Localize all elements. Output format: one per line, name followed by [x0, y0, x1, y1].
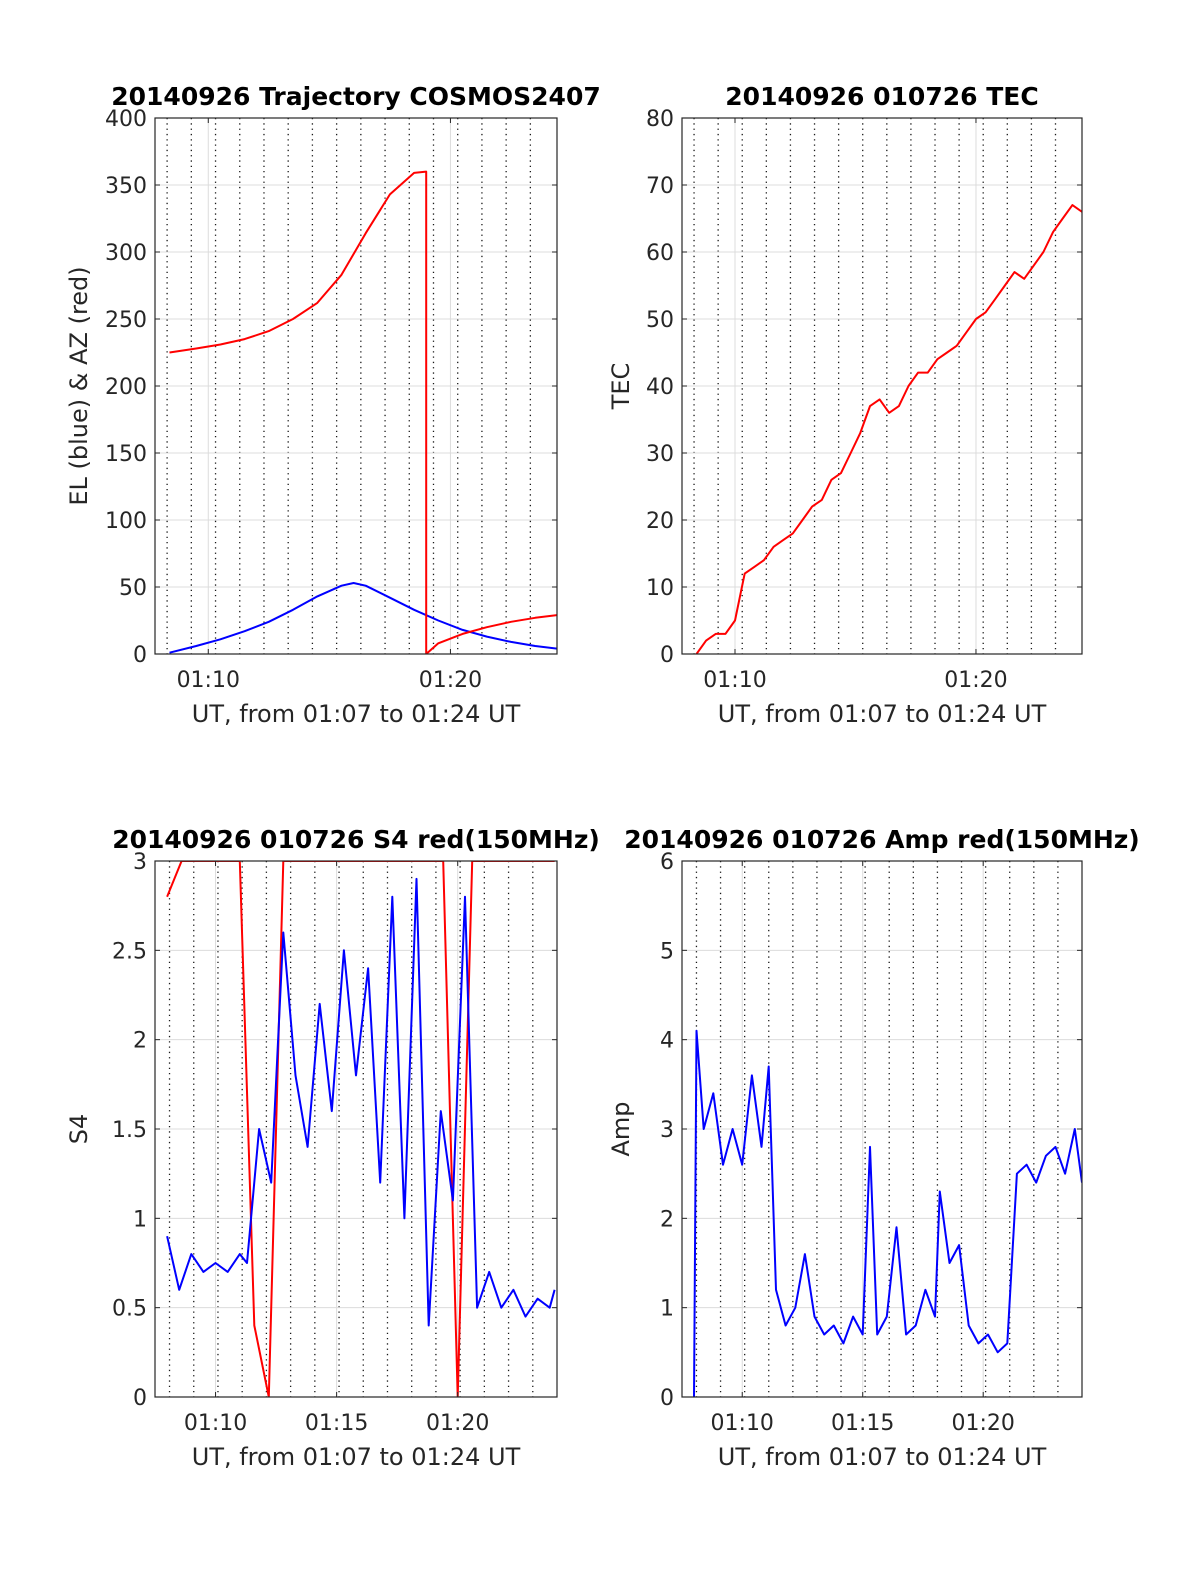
y-tick-label: 3	[133, 850, 147, 875]
x-tick-label: 01:20	[419, 668, 482, 693]
x-tick-label: 01:15	[831, 1411, 894, 1436]
x-tick-label: 01:20	[944, 668, 1007, 693]
y-tick-label: 1	[133, 1207, 147, 1232]
y-tick-label: 150	[105, 442, 147, 467]
chart-title: 20140926 010726 TEC	[725, 82, 1038, 111]
x-tick-label: 01:10	[184, 1411, 247, 1436]
y-tick-label: 0.5	[112, 1297, 147, 1322]
y-tick-label: 2	[133, 1029, 147, 1054]
y-tick-label: 2	[660, 1207, 674, 1232]
x-axis-label: UT, from 01:07 to 01:24 UT	[192, 1443, 521, 1471]
s4-panel: 0 0.5 1 1.5 2 2.5 3 01:10 01:15 01:20 20140926 010…	[65, 825, 600, 1471]
y-axis-label: S4	[65, 1114, 93, 1145]
series-group	[693, 1029, 1082, 1397]
y-tick-label: 100	[105, 509, 147, 534]
x-axis-label: UT, from 01:07 to 01:24 UT	[718, 1443, 1047, 1471]
y-tick-label: 350	[105, 174, 147, 199]
y-tick-label: 5	[660, 939, 674, 964]
trajectory-panel: 0 50 100 150 200 250 300 350 400 01:10 01:20 201409…	[65, 82, 601, 728]
y-tick-label: 60	[646, 241, 674, 266]
y-tick-label: 70	[646, 174, 674, 199]
y-tick-label: 0	[660, 1386, 674, 1411]
x-tick-label: 01:10	[177, 668, 240, 693]
y-tick-label: 300	[105, 241, 147, 266]
y-tick-label: 6	[660, 850, 674, 875]
x-tick-label: 01:15	[305, 1411, 368, 1436]
series-group	[695, 204, 1082, 654]
y-tick-label: 200	[105, 375, 147, 400]
x-tick-label: 01:10	[711, 1411, 774, 1436]
y-tick-label: 0	[133, 643, 147, 668]
y-tick-label: 0	[133, 1386, 147, 1411]
amp-panel: 0 1 2 3 4 5 6 01:10 01:15 01:20 20140926 010726 Am…	[607, 825, 1140, 1471]
x-tick-label: 01:20	[952, 1411, 1015, 1436]
series-line-0	[693, 1029, 1082, 1397]
x-tick-label: 01:20	[426, 1411, 489, 1436]
y-tick-label: 1.5	[112, 1118, 147, 1143]
y-tick-label: 250	[105, 308, 147, 333]
y-tick-label: 4	[660, 1029, 674, 1054]
y-tick-label: 30	[646, 442, 674, 467]
y-tick-label: 1	[660, 1297, 674, 1322]
y-axis-label: Amp	[607, 1101, 635, 1156]
series-line-1	[166, 877, 556, 1327]
y-tick-label: 3	[660, 1118, 674, 1143]
x-axis-label: UT, from 01:07 to 01:24 UT	[718, 700, 1047, 728]
y-tick-label: 50	[646, 308, 674, 333]
y-tick-label: 40	[646, 375, 674, 400]
y-axis-label: TEC	[607, 363, 635, 411]
x-tick-label: 01:10	[703, 668, 766, 693]
x-axis-label: UT, from 01:07 to 01:24 UT	[192, 700, 521, 728]
series-line-0	[169, 582, 557, 654]
y-axis-label: EL (blue) & AZ (red)	[65, 266, 93, 505]
y-tick-label: 20	[646, 509, 674, 534]
y-tick-label: 80	[646, 107, 674, 132]
tec-panel: 0 10 20 30 40 50 60 70 80 01:10 01:20 20140926 0107…	[607, 82, 1083, 728]
series-line-1	[169, 170, 557, 654]
chart-title: 20140926 Trajectory COSMOS2407	[111, 82, 601, 111]
y-tick-label: 50	[119, 576, 147, 601]
series-group	[169, 170, 557, 654]
y-tick-label: 0	[660, 643, 674, 668]
y-tick-label: 400	[105, 107, 147, 132]
chart-title: 20140926 010726 Amp red(150MHz)	[624, 825, 1140, 854]
chart-title: 20140926 010726 S4 red(150MHz)	[112, 825, 600, 854]
y-tick-label: 2.5	[112, 939, 147, 964]
y-tick-label: 10	[646, 576, 674, 601]
